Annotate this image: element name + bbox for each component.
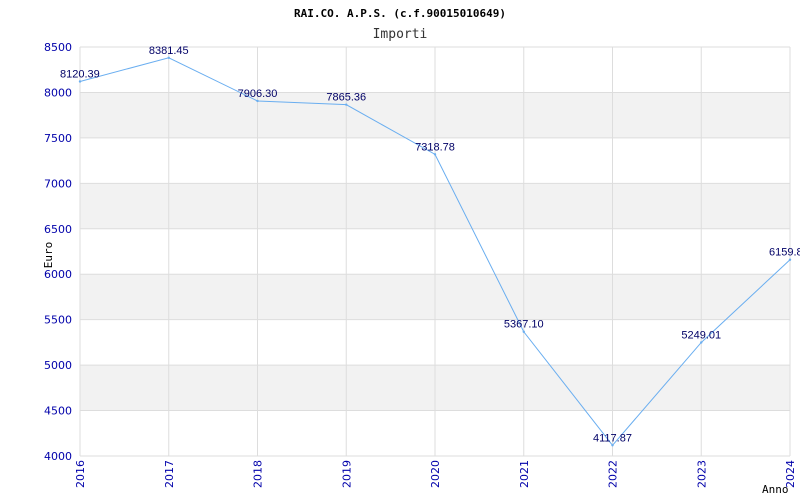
x-tick-label: 2024 bbox=[784, 460, 797, 488]
data-label: 6159.8 bbox=[769, 247, 800, 259]
x-tick-label: 2017 bbox=[163, 460, 176, 488]
x-tick-label: 2016 bbox=[74, 460, 87, 488]
y-tick-label: 7000 bbox=[44, 177, 72, 190]
data-point bbox=[78, 80, 82, 83]
chart-subtitle: Importi bbox=[373, 27, 428, 42]
y-tick-label: 7500 bbox=[44, 132, 72, 145]
y-tick-label: 6500 bbox=[44, 223, 72, 236]
y-tick-label: 4500 bbox=[44, 405, 72, 418]
data-label: 7865.36 bbox=[326, 92, 366, 104]
data-labels: 8120.39 8381.45 7906.30 7865.36 7318.78 5367.… bbox=[60, 45, 800, 445]
y-tick-label: 5500 bbox=[44, 314, 72, 327]
data-point bbox=[433, 153, 437, 156]
y-tick-label: 6000 bbox=[44, 268, 72, 281]
data-point bbox=[167, 56, 170, 59]
x-tick-label: 2020 bbox=[429, 460, 442, 488]
data-point bbox=[345, 103, 348, 106]
x-axis: 2016 2017 2018 2019 2020 2021 2022 2023 2024 bbox=[74, 460, 797, 488]
y-tick-label: 8500 bbox=[44, 41, 72, 54]
x-tick-label: 2018 bbox=[252, 460, 265, 488]
x-tick-label: 2023 bbox=[695, 460, 708, 488]
y-tick-label: 5000 bbox=[44, 359, 72, 372]
data-point bbox=[700, 341, 703, 344]
data-label: 8381.45 bbox=[149, 45, 189, 57]
series-line-group bbox=[78, 56, 792, 447]
x-axis-title: Anno bbox=[762, 483, 789, 496]
x-tick-label: 2021 bbox=[518, 460, 531, 488]
y-tick-label: 4000 bbox=[44, 450, 72, 463]
x-tick-label: 2022 bbox=[607, 460, 620, 488]
chart-title: RAI.CO. A.P.S. (c.f.90015010649) bbox=[294, 7, 506, 20]
data-label: 7318.78 bbox=[415, 141, 455, 153]
data-point bbox=[611, 444, 614, 447]
data-point bbox=[522, 330, 525, 333]
data-point bbox=[788, 258, 792, 261]
y-axis: 4000 4500 5000 5500 6000 6500 7000 7500 8000 8500 bbox=[44, 41, 72, 463]
data-label: 5367.10 bbox=[504, 319, 544, 331]
data-point bbox=[256, 99, 259, 103]
data-label: 5249.01 bbox=[681, 329, 721, 341]
gridlines bbox=[79, 46, 791, 457]
y-tick-label: 8000 bbox=[44, 86, 72, 99]
data-label: 7906.30 bbox=[238, 88, 278, 100]
y-axis-title: Euro bbox=[42, 242, 55, 269]
x-tick-label: 2019 bbox=[340, 460, 353, 488]
data-label: 4117.87 bbox=[593, 432, 632, 444]
data-label: 8120.39 bbox=[60, 69, 100, 81]
